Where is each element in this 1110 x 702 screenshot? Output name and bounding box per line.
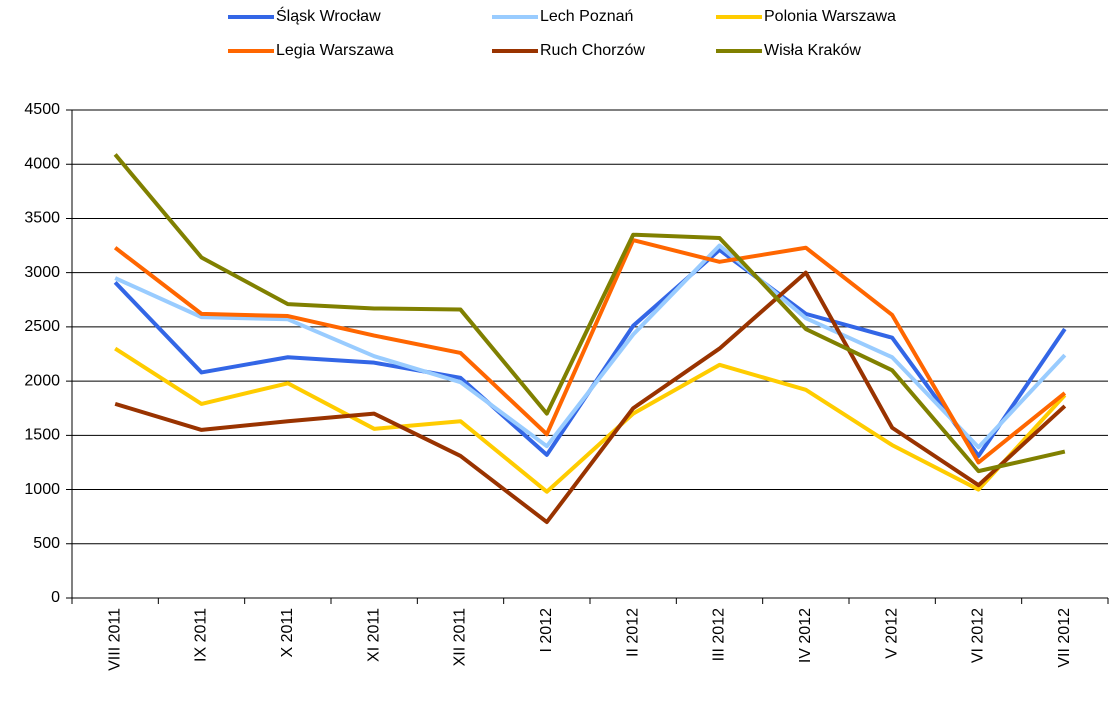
y-tick-label: 3500: [24, 210, 60, 227]
x-tick-label: I 2012: [538, 608, 555, 653]
x-tick-label: XI 2011: [365, 608, 382, 662]
series-line: [113, 238, 1067, 465]
y-tick-label: 1000: [24, 481, 60, 498]
legend-label: Wisła Kraków: [764, 42, 861, 59]
legend-label: Śląsk Wrocław: [276, 6, 381, 25]
series-line: [114, 243, 1067, 450]
legend-label: Lech Poznań: [540, 8, 633, 25]
y-tick-label: 1500: [24, 427, 60, 444]
y-tick-label: 3000: [24, 264, 60, 281]
x-tick-label: IV 2012: [797, 608, 814, 663]
x-tick-label: IX 2011: [193, 608, 210, 662]
y-tick-label: 2500: [24, 318, 60, 335]
legend-label: Ruch Chorzów: [540, 42, 645, 59]
x-tick-label: V 2012: [883, 608, 900, 659]
y-tick-label: 4000: [24, 155, 60, 172]
x-tick-label: X 2011: [279, 608, 296, 658]
y-tick-label: 2000: [24, 372, 60, 389]
series-line: [113, 153, 1066, 474]
x-tick-label: VIII 2011: [106, 608, 123, 671]
legend-label: Legia Warszawa: [276, 42, 394, 59]
x-tick-label: VII 2012: [1056, 608, 1073, 668]
x-tick-label: II 2012: [624, 608, 641, 657]
series-line: [114, 346, 1067, 494]
series-line: [114, 270, 1067, 525]
y-tick-label: 0: [51, 589, 60, 606]
x-tick-label: XII 2011: [452, 608, 469, 667]
legend-label: Polonia Warszawa: [764, 8, 896, 25]
y-tick-label: 4500: [24, 101, 60, 118]
x-tick-label: VI 2012: [970, 608, 987, 663]
y-tick-label: 500: [33, 535, 60, 552]
x-tick-label: III 2012: [711, 608, 728, 661]
